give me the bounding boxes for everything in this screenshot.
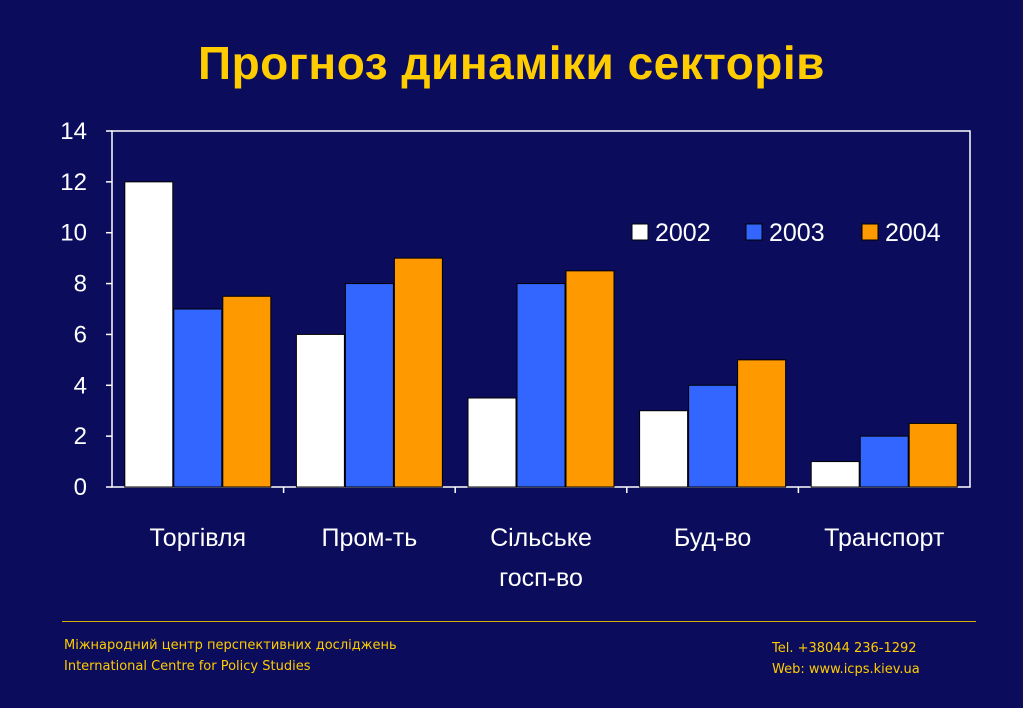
bar-2004 [908, 422, 958, 488]
x-axis: Торгівля Пром-ть Сільське госп-во Буд-во Тран… [149, 487, 945, 592]
bar-2002 [124, 181, 174, 488]
legend-label: 2002 [655, 219, 711, 247]
bar-2004 [222, 295, 272, 488]
bar-2003 [688, 384, 738, 488]
slide-title: Прогноз динаміки секторів [198, 37, 825, 89]
bar-2004 [737, 359, 787, 488]
bar-2004 [393, 257, 443, 488]
y-tick-label: 14 [60, 118, 87, 145]
y-axis: 0 2 4 6 8 10 12 14 [60, 118, 112, 501]
x-tick-label: Транспорт [824, 524, 945, 552]
bar-2003 [173, 308, 223, 488]
y-tick-label: 12 [60, 169, 87, 196]
legend-swatch-2003 [745, 223, 763, 241]
y-tick-label: 4 [74, 372, 87, 399]
y-tick-label: 6 [74, 321, 87, 348]
contact-phone: Tel. +38044 236-1292 [772, 641, 917, 656]
bar-2002 [295, 333, 345, 488]
organization-name-en: International Centre for Policy Studies [64, 659, 311, 674]
bar-2002 [810, 461, 860, 488]
bar-2002 [467, 397, 517, 488]
bar-2003 [859, 435, 909, 488]
x-tick-label: Буд-во [674, 524, 751, 552]
bar-2003 [516, 283, 566, 488]
bar-2003 [344, 283, 394, 488]
legend: 2002 2003 2004 [631, 219, 941, 247]
legend-swatch-2004 [861, 223, 879, 241]
y-tick-label: 10 [60, 220, 87, 247]
bar-chart: 0 2 4 6 8 10 12 14 Торгівля Пром-ть Сільське госп-… [60, 118, 971, 592]
footer-organization: Міжнародний центр перспективних дослідже… [64, 635, 397, 677]
legend-label: 2004 [885, 219, 941, 247]
footer-contacts: Tel. +38044 236-1292 Web: www.icps.kiev.… [772, 638, 920, 680]
y-tick-label: 0 [74, 474, 87, 501]
bar-2002 [639, 410, 689, 488]
bar-2004 [565, 270, 615, 488]
legend-label: 2003 [769, 219, 825, 247]
footer-divider [62, 621, 976, 622]
y-tick-label: 8 [74, 271, 87, 298]
x-tick-label: Сільське госп-во [490, 524, 592, 592]
contact-website: Web: www.icps.kiev.ua [772, 662, 920, 677]
x-tick-label: Пром-ть [322, 524, 418, 552]
y-tick-label: 2 [74, 423, 87, 450]
legend-swatch-2002 [631, 223, 649, 241]
x-tick-label: Торгівля [149, 524, 246, 552]
organization-name-ua: Міжнародний центр перспективних дослідже… [64, 638, 397, 653]
bars-group [124, 181, 958, 488]
